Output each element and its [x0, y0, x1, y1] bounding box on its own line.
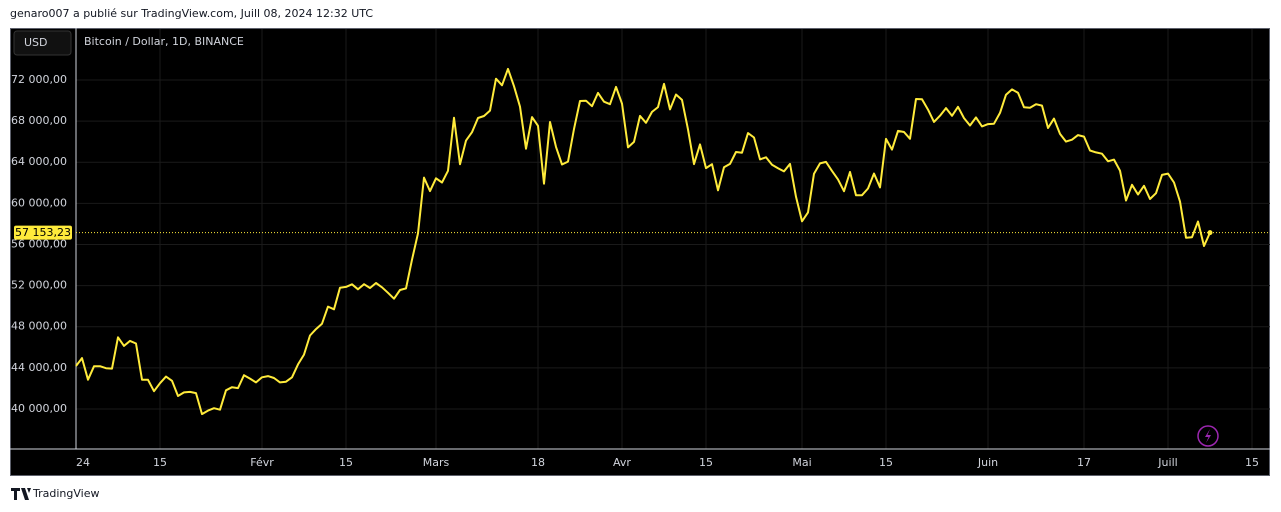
x-tick-label: 15 [1245, 456, 1259, 469]
last-price-box [14, 225, 72, 240]
x-tick-label: 15 [339, 456, 353, 469]
y-tick-label: 64 000,00 [11, 155, 67, 168]
last-point [1207, 230, 1213, 236]
x-tick-label: Juin [977, 456, 998, 469]
y-tick-label: 52 000,00 [11, 279, 67, 292]
x-tick-label: 17 [1077, 456, 1091, 469]
y-tick-label: 60 000,00 [11, 196, 67, 209]
x-tick-label: Avr [613, 456, 631, 469]
price-line [75, 67, 1211, 416]
logo [11, 488, 31, 500]
x-tick-label: Mars [423, 456, 450, 469]
y-tick-label: 40 000,00 [11, 402, 67, 415]
x-tick-label: 24 [76, 456, 90, 469]
currency[interactable]: USD [24, 36, 48, 49]
x-tick-label: 18 [531, 456, 545, 469]
chart-title: Bitcoin / Dollar, 1D, BINANCE [84, 35, 244, 48]
header: genaro007 a publié sur TradingView.com, … [10, 7, 373, 20]
currency-button[interactable] [13, 30, 72, 56]
last-price-label: 57 153,23 [15, 226, 71, 239]
x-tick-label: Févr [250, 456, 274, 469]
x-tick-label: Juill [1157, 456, 1177, 469]
y-tick-label: 68 000,00 [11, 114, 67, 127]
footer: TradingView [32, 487, 99, 500]
chart-frame [10, 28, 1270, 476]
y-tick-label: 56 000,00 [11, 237, 67, 250]
x-tick-label: 15 [153, 456, 167, 469]
x-tick-label: 15 [879, 456, 893, 469]
y-tick-label: 72 000,00 [11, 73, 67, 86]
x-tick-label: Mai [792, 456, 811, 469]
x-tick-label: 15 [699, 456, 713, 469]
bolt-icon[interactable] [1197, 425, 1219, 447]
y-tick-label: 44 000,00 [11, 361, 67, 374]
y-tick-label: 48 000,00 [11, 320, 67, 333]
